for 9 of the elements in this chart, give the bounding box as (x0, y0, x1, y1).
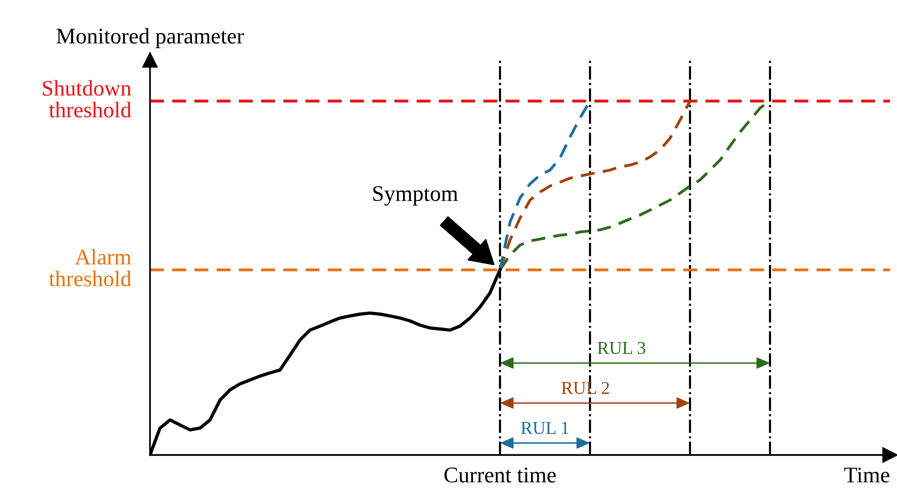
ref-line-label: Alarm threshold (49, 248, 132, 286)
x-axis-title: Time (844, 468, 890, 482)
annotation: RUL 1 (521, 422, 568, 434)
annotation: RUL 3 (598, 342, 646, 354)
y-axis-title: Monitored parameter (56, 28, 244, 48)
annotation: Symptom (373, 186, 458, 206)
text: Current time (444, 468, 556, 482)
annotation: RUL 2 (562, 382, 609, 394)
ref-line-label: Shutdown threshold (42, 80, 132, 118)
